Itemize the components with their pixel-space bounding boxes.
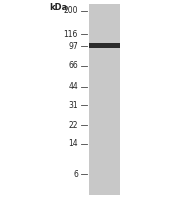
Text: 200: 200 <box>63 6 78 15</box>
Text: 97: 97 <box>68 42 78 51</box>
Text: 44: 44 <box>68 82 78 91</box>
Text: 116: 116 <box>64 30 78 39</box>
Text: kDa: kDa <box>50 3 68 12</box>
Bar <box>88 43 120 48</box>
Text: 6: 6 <box>73 170 78 179</box>
Text: 31: 31 <box>68 101 78 110</box>
Text: 14: 14 <box>68 139 78 148</box>
Bar <box>88 4 120 195</box>
Text: 66: 66 <box>68 61 78 71</box>
Text: 22: 22 <box>68 121 78 130</box>
